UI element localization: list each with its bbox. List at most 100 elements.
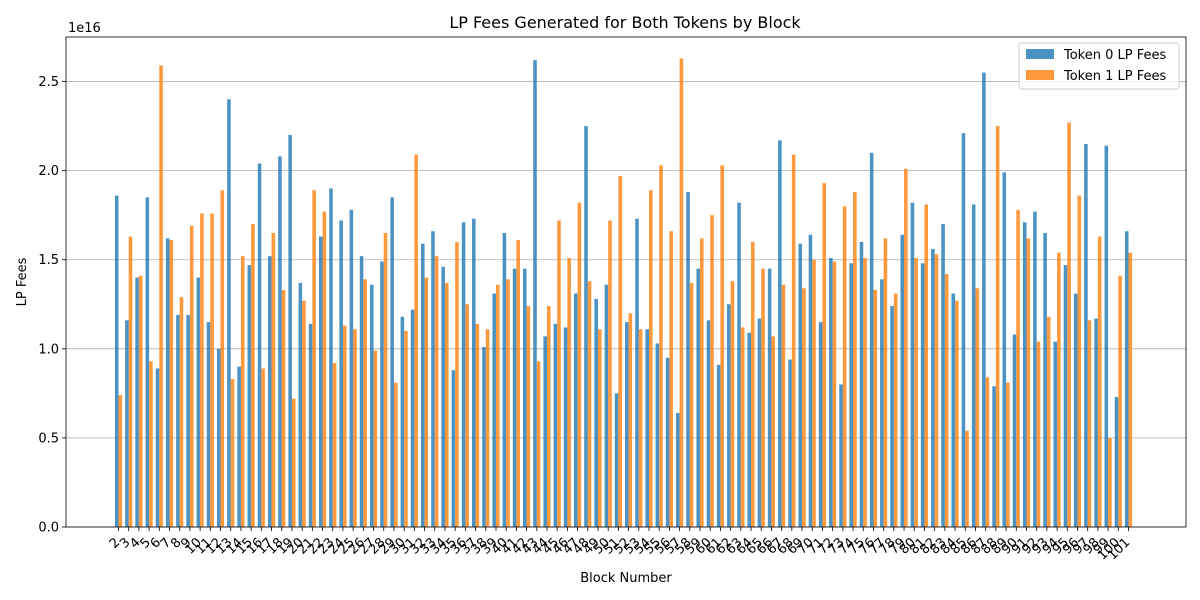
bar-token0-block-83: [941, 224, 945, 527]
bar-token0-block-62: [727, 304, 731, 527]
bar-token1-block-29: [393, 382, 398, 527]
bar-token1-block-54: [649, 190, 653, 527]
bar-token0-block-96: [1073, 293, 1078, 527]
bar-token0-block-93: [1043, 233, 1047, 527]
bar-token0-block-40: [502, 233, 507, 527]
bar-token0-block-87: [982, 72, 986, 528]
bar-token1-block-26: [363, 279, 367, 527]
bar-token0-block-26: [359, 256, 364, 527]
bar-token0-block-61: [716, 364, 721, 527]
bar-token1-block-18: [281, 290, 286, 527]
bar-token0-block-33: [431, 231, 435, 527]
bar-token1-block-17: [271, 233, 276, 527]
bar-token1-block-76: [873, 290, 878, 527]
bar-token1-block-66: [771, 336, 775, 527]
bar-token1-block-33: [434, 256, 439, 527]
bar-token1-block-56: [669, 231, 673, 527]
bar-token1-block-22: [322, 211, 327, 528]
y-tick-label: 0.0: [38, 521, 59, 536]
bar-token1-block-35: [455, 241, 459, 527]
bar-token1-block-39: [495, 284, 500, 527]
bar-token0-block-32: [420, 243, 425, 527]
bar-token0-block-44: [543, 336, 547, 527]
bar-token0-block-7: [165, 238, 170, 527]
bar-token0-block-66: [767, 268, 772, 527]
bar-token1-block-65: [761, 268, 765, 527]
chart-title: LP Fees Generated for Both Tokens by Blo…: [449, 13, 801, 32]
x-axis-label: Block Number: [580, 571, 672, 586]
bar-token0-block-71: [818, 322, 823, 527]
bar-token0-block-47: [574, 293, 578, 527]
bar-token0-block-55: [655, 343, 660, 527]
bar-token0-block-100: [1114, 396, 1119, 527]
bar-token0-block-11: [206, 322, 211, 527]
bar-token1-block-88: [995, 126, 1000, 527]
bar-token1-block-20: [302, 300, 306, 527]
bar-token0-block-90: [1012, 334, 1017, 527]
bar-token1-block-79: [904, 168, 908, 527]
bar-token1-block-80: [914, 257, 918, 527]
y-ticks: 0.0 0.5 1.0 1.5 2.0 2.5: [38, 75, 66, 536]
bar-token0-block-94: [1053, 341, 1058, 527]
bar-token1-block-46: [567, 257, 571, 527]
bar-token1-block-81: [924, 204, 929, 527]
bar-token0-block-58: [686, 192, 690, 527]
bar-token1-block-16: [261, 368, 265, 527]
bar-token0-block-30: [400, 316, 405, 527]
x-ticks: 2345678910111213141516171819202122232425…: [107, 527, 1133, 563]
bar-token1-block-6: [159, 65, 163, 527]
bar-token1-block-58: [689, 282, 694, 527]
bar-token1-block-83: [944, 273, 949, 527]
bar-token1-block-101: [1128, 252, 1133, 527]
bar-token0-block-31: [410, 309, 415, 527]
bar-token1-block-75: [863, 257, 867, 527]
y-tick-label: 2.0: [38, 164, 59, 179]
bar-token1-block-7: [169, 240, 174, 528]
bar-token1-block-21: [312, 190, 316, 527]
bar-token0-block-21: [308, 323, 313, 527]
bar-token0-block-67: [778, 140, 782, 527]
bar-token1-block-40: [506, 279, 510, 527]
bar-token1-block-63: [740, 327, 745, 527]
bar-token0-block-14: [237, 366, 241, 527]
bar-token0-block-64: [747, 332, 752, 527]
y-tick-label: 0.5: [38, 431, 59, 446]
bar-token0-block-29: [390, 197, 394, 527]
plot-frame: [65, 36, 1187, 528]
bar-token1-block-8: [179, 297, 184, 527]
bar-token1-block-36: [465, 304, 469, 527]
bar-token0-block-9: [186, 314, 190, 527]
bar-token0-block-5: [145, 197, 150, 527]
bar-token1-block-99: [1108, 437, 1112, 527]
bar-token1-block-86: [975, 288, 980, 527]
bar-token0-block-101: [1124, 231, 1129, 527]
bar-token0-block-63: [737, 202, 741, 527]
bar-token0-block-91: [1022, 222, 1027, 528]
bar-token0-block-8: [176, 314, 180, 527]
bar-token1-block-87: [985, 377, 990, 527]
bar-token0-block-49: [594, 298, 598, 527]
bar-token0-block-13: [227, 99, 231, 527]
bar-token1-block-38: [485, 329, 490, 527]
bar-token0-block-53: [635, 218, 639, 527]
bar-token1-block-90: [1016, 209, 1020, 527]
bar-token0-block-75: [859, 241, 864, 527]
bar-token1-block-68: [791, 154, 796, 527]
bar-token1-block-12: [220, 190, 225, 527]
bar-token1-block-13: [230, 379, 235, 527]
bar-token0-block-73: [839, 384, 843, 527]
bar-token0-block-2: [114, 195, 119, 527]
bar-token0-block-6: [155, 368, 160, 527]
bar-token1-block-69: [802, 288, 806, 527]
bar-token1-block-37: [475, 323, 480, 527]
bar-token0-block-98: [1094, 318, 1098, 527]
bar-token0-block-17: [267, 256, 272, 527]
bar-token0-block-76: [869, 152, 874, 527]
bar-token0-block-35: [451, 370, 456, 527]
bar-token0-block-79: [900, 234, 905, 528]
bar-token1-block-34: [444, 282, 449, 527]
bar-token1-block-5: [149, 361, 153, 527]
bar-token0-block-52: [625, 322, 629, 527]
bar-token0-block-92: [1033, 211, 1037, 528]
bar-token0-block-70: [808, 234, 813, 528]
